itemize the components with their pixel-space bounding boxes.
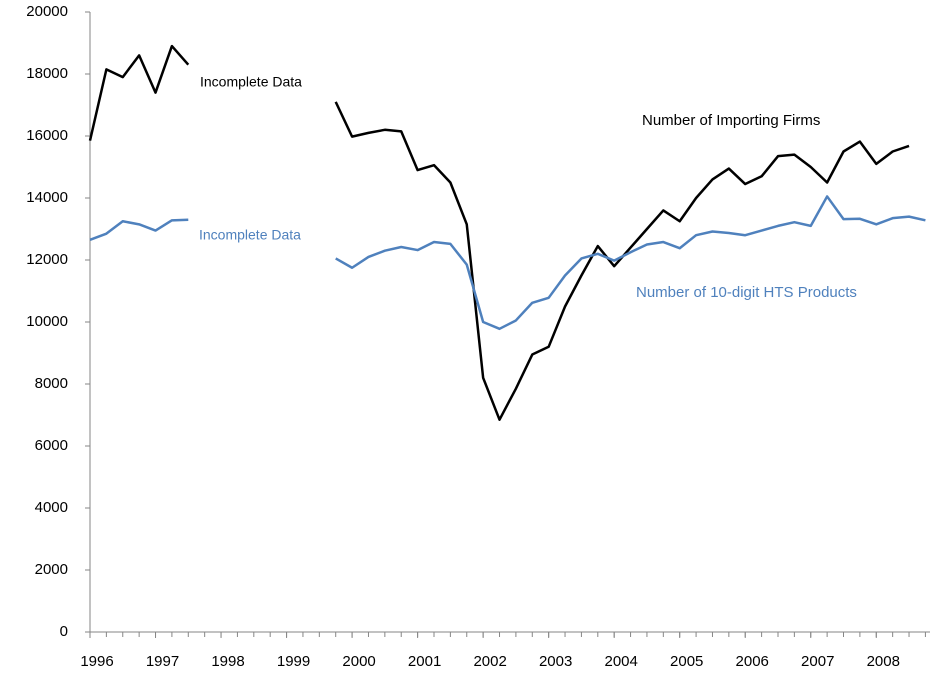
x-tick-label: 2003 <box>539 653 572 670</box>
series-label: Number of Importing Firms <box>642 112 820 129</box>
y-tick-label: 4000 <box>35 499 68 516</box>
y-tick-label: 14000 <box>26 189 68 206</box>
y-tick-label: 20000 <box>26 3 68 20</box>
series-line <box>88 44 190 141</box>
x-tick-label: 2001 <box>408 653 441 670</box>
y-tick-label: 12000 <box>26 251 68 268</box>
annotation: Incomplete Data <box>199 227 301 243</box>
y-tick-label: 6000 <box>35 437 68 454</box>
x-tick-label: 1998 <box>211 653 244 670</box>
x-tick-label: 2005 <box>670 653 703 670</box>
y-tick-label: 18000 <box>26 65 68 82</box>
annotation: Incomplete Data <box>200 74 302 90</box>
y-tick-label: 0 <box>60 623 68 640</box>
series-label: Number of 10-digit HTS Products <box>636 284 857 301</box>
x-tick-label: 2002 <box>473 653 506 670</box>
series-line <box>334 101 910 421</box>
series-line <box>335 195 926 331</box>
x-tick-label: 2007 <box>801 653 834 670</box>
x-tick-label: 2004 <box>604 653 637 670</box>
y-tick-label: 2000 <box>35 561 68 578</box>
y-tick-label: 10000 <box>26 313 68 330</box>
x-tick-label: 1996 <box>80 653 113 670</box>
x-tick-label: 2006 <box>736 653 769 670</box>
x-tick-label: 1999 <box>277 653 310 670</box>
x-tick-label: 1997 <box>146 653 179 670</box>
x-tick-label: 2008 <box>867 653 900 670</box>
x-tick-label: 2000 <box>342 653 375 670</box>
y-tick-label: 8000 <box>35 375 68 392</box>
series-line <box>89 218 189 242</box>
y-tick-label: 16000 <box>26 127 68 144</box>
